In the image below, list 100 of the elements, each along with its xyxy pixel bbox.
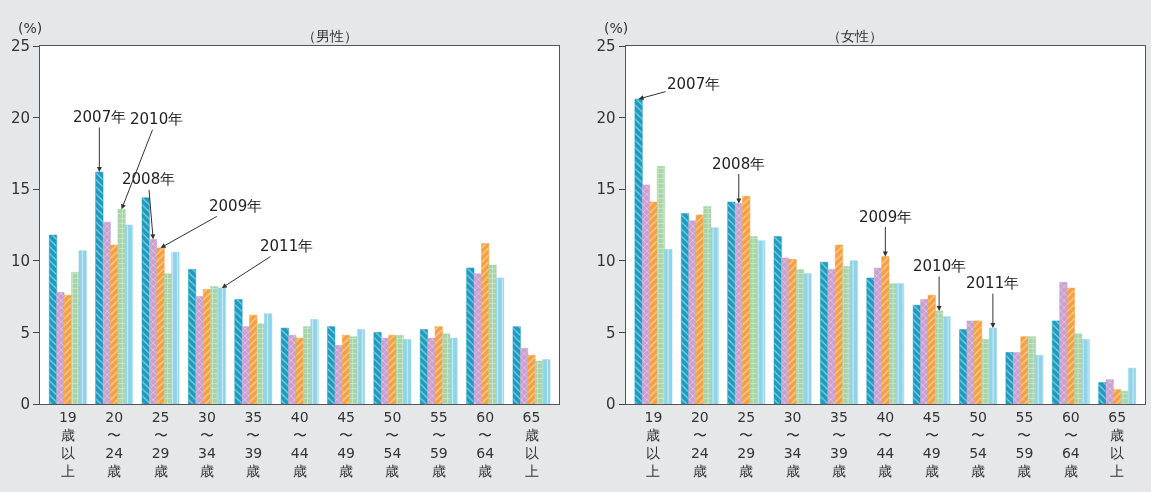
bar: [534, 360, 543, 404]
y-tick-label: 0: [606, 395, 616, 414]
bar: [434, 326, 443, 404]
x-tick-label: 35〜39歳: [244, 408, 263, 480]
bar: [171, 251, 180, 404]
bar: [295, 337, 304, 404]
bar: [125, 224, 133, 404]
bar: [141, 197, 150, 404]
bar: [974, 320, 983, 404]
bar: [649, 201, 658, 404]
x-tick-label: 30〜34歳: [783, 408, 802, 480]
bar: [757, 240, 766, 404]
bar: [827, 269, 836, 404]
series-label: 2010年: [913, 257, 967, 275]
bar: [1066, 287, 1075, 404]
bar: [1027, 336, 1036, 404]
y-tick-label: 25: [10, 37, 30, 56]
x-tick-label: 65歳以上: [522, 408, 541, 480]
bar: [664, 249, 673, 404]
bar: [1105, 379, 1114, 404]
bar: [473, 273, 482, 404]
bar: [512, 326, 521, 404]
bar: [195, 296, 204, 404]
bar: [773, 236, 782, 404]
x-tick-label: 55〜59歳: [429, 408, 448, 480]
x-tick-label: 25〜29歳: [151, 408, 170, 480]
bar: [1113, 389, 1122, 404]
y-tick-label: 20: [10, 108, 30, 127]
bar: [481, 243, 490, 404]
x-tick-label: 40〜44歳: [290, 408, 309, 480]
bar: [249, 314, 258, 404]
bar: [1128, 367, 1136, 404]
bar: [520, 347, 529, 404]
bar: [280, 327, 289, 404]
bar: [1074, 333, 1083, 404]
x-tick-label: 60〜64歳: [476, 408, 495, 480]
y-tick-label: 5: [606, 323, 616, 342]
chart-title: （男性）: [302, 28, 358, 44]
bar: [327, 326, 336, 404]
text: 2007年: [73, 108, 127, 126]
bar: [49, 234, 57, 404]
bar: [742, 196, 751, 404]
bar: [866, 277, 875, 404]
bar: [1098, 382, 1107, 404]
bar: [419, 329, 428, 404]
bar: [542, 359, 551, 404]
bar: [927, 294, 936, 404]
y-tick-label: 25: [596, 37, 616, 56]
bar: [373, 332, 382, 404]
bar: [102, 221, 111, 404]
y-tick-label: 5: [20, 323, 30, 342]
bar: [703, 206, 712, 404]
x-tick-label: 55〜59歳: [1015, 408, 1034, 480]
bar: [334, 345, 343, 404]
bar: [234, 299, 243, 404]
x-tick-label: 25〜29歳: [737, 408, 756, 480]
x-tick-label: 50〜54歳: [383, 408, 402, 480]
bar: [403, 339, 412, 404]
x-tick-label: 40〜44歳: [876, 408, 895, 480]
bar: [381, 337, 389, 404]
bar: [981, 339, 990, 404]
bar: [264, 313, 273, 404]
x-tick-label: 19歳以上: [644, 408, 663, 480]
bar: [78, 250, 87, 404]
bar: [188, 269, 197, 404]
y-tick-label: 15: [10, 180, 30, 199]
text: 2008年: [712, 155, 766, 173]
bar: [427, 337, 436, 404]
bar: [834, 244, 843, 404]
series-label: 2007年: [667, 75, 721, 93]
x-tick-label: 20〜24歳: [105, 408, 124, 480]
bar: [527, 355, 536, 404]
y-tick-label: 0: [20, 395, 30, 414]
bar: [749, 236, 758, 404]
text: 2010年: [130, 110, 184, 128]
bar: [849, 260, 858, 404]
x-tick-label: 50〜54歳: [969, 408, 988, 480]
bar: [656, 166, 665, 404]
bar: [496, 277, 504, 404]
bar: [1035, 355, 1044, 404]
bar: [395, 335, 404, 404]
bar: [1081, 339, 1090, 404]
bar: [695, 214, 704, 404]
bar: [1120, 390, 1129, 404]
bar: [642, 184, 651, 404]
bar: [896, 283, 905, 404]
x-tick-label: 30〜34歳: [198, 408, 216, 480]
bar: [888, 283, 897, 404]
y-tick-label: 10: [10, 252, 30, 271]
bar: [1020, 336, 1029, 404]
text: 2011年: [260, 237, 314, 255]
x-tick-label: 45〜49歳: [337, 408, 355, 480]
x-tick-label: 35〜39歳: [830, 408, 848, 480]
x-tick-label: 19歳以上: [58, 408, 77, 480]
bar: [442, 333, 451, 404]
y-tick-label: 20: [596, 108, 616, 127]
y-tick-label: 10: [596, 252, 616, 271]
x-tick-label: 60〜64歳: [1061, 408, 1080, 480]
x-tick-label: 65歳以上: [1108, 408, 1127, 480]
series-label: 2009年: [859, 208, 913, 226]
